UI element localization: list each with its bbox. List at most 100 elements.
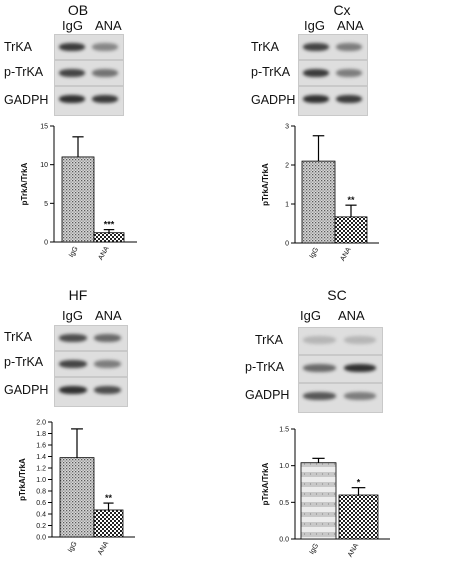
bar-igg — [61, 156, 95, 243]
western-blot-band — [344, 364, 376, 372]
y-tick-label: 0.6 — [36, 500, 46, 507]
blot-label-gadph: GADPH — [245, 388, 290, 402]
western-blot-band — [303, 69, 329, 77]
panel-sc: SC IgG ANA TrKA p-TrKA GADPH 0.0 0.5 1.0 1.… — [237, 282, 474, 564]
lane-label-igg: IgG — [62, 308, 83, 323]
y-axis-label: pTrkA/TrkA — [261, 462, 270, 505]
western-blot-band — [59, 334, 87, 342]
y-tick-label: 1.0 — [279, 463, 289, 470]
western-blot-band — [336, 69, 362, 77]
significance-label: *** — [104, 220, 115, 230]
y-tick-label: 5 — [44, 201, 48, 208]
western-blot-band — [303, 336, 336, 344]
western-blot-band — [59, 43, 85, 51]
blot-label-p-trka: p-TrKA — [4, 65, 44, 79]
bar-chart: 0 5 10 15 pTrkA/TrkA IgG *** ANA — [20, 124, 137, 261]
western-blot-gadph — [54, 86, 124, 116]
western-blot-band — [59, 386, 87, 394]
y-tick-label: 0.8 — [36, 489, 46, 496]
y-tick-label: 1.6 — [36, 443, 46, 450]
bar-ana — [93, 509, 124, 538]
western-blot-band — [94, 334, 121, 342]
y-tick-label: 2 — [285, 163, 289, 170]
y-tick-label: 0.2 — [36, 523, 46, 530]
lane-label-ana: ANA — [95, 308, 122, 323]
western-blot-band — [303, 95, 329, 103]
y-tick-label: 1 — [285, 202, 289, 209]
panel-ob: OB IgG ANA TrKA p-TrKA GADPH 0 5 10 15 pTrkA… — [0, 0, 237, 282]
blot-label-p-trka: p-TrKA — [4, 355, 44, 369]
bar-chart: 0 1 2 3 pTrkA/TrkA IgG ** ANA — [261, 124, 379, 262]
x-tick-label: IgG — [309, 247, 321, 260]
y-tick-label: 1.5 — [279, 427, 289, 434]
x-tick-label: IgG — [309, 543, 321, 556]
blot-label-trka: TrKA — [4, 40, 33, 54]
western-blot-band — [94, 360, 121, 368]
y-tick-label: 1.4 — [36, 454, 46, 461]
y-tick-label: 15 — [40, 124, 48, 131]
western-blot-band — [92, 95, 118, 103]
x-tick-label: ANA — [339, 246, 352, 262]
western-blot-band — [92, 43, 118, 51]
blot-label-gadph: GADPH — [4, 93, 49, 107]
x-tick-label: ANA — [97, 245, 110, 261]
western-blot-band — [336, 95, 362, 103]
panel-hf: HF IgG ANA TrKA p-TrKA GADPH 0.0 0.2 0.4 0.… — [0, 282, 237, 564]
y-axis-label: pTrkA/TrkA — [20, 162, 29, 205]
western-blot-band — [59, 95, 85, 103]
lane-label-igg: IgG — [300, 308, 321, 323]
blot-label-p-trka: p-TrKA — [245, 360, 285, 374]
panel-title: OB — [67, 2, 89, 18]
x-tick-label: ANA — [347, 542, 360, 558]
x-tick-label: ANA — [97, 540, 110, 556]
y-tick-label: 1.8 — [36, 431, 46, 438]
lane-label-ana: ANA — [338, 308, 365, 323]
bar-igg — [300, 462, 337, 540]
significance-label: ** — [105, 493, 113, 503]
western-blot-band — [303, 364, 336, 372]
y-tick-label: 0 — [285, 241, 289, 248]
panel-title: HF — [68, 287, 88, 303]
western-blot-p-trka — [298, 355, 383, 383]
significance-label: ** — [347, 195, 355, 205]
western-blot-band — [303, 43, 329, 51]
blot-label-gadph: GADPH — [251, 93, 296, 107]
blot-label-trka: TrKA — [251, 40, 280, 54]
bar-chart: 0.0 0.2 0.4 0.6 0.8 1.0 1.2 1.4 1.6 1.8 2.0 pTrkA/T… — [18, 420, 135, 556]
western-blot-band — [59, 360, 87, 368]
lane-label-igg: IgG — [304, 18, 325, 33]
y-tick-label: 1.2 — [36, 466, 46, 473]
western-blot-band — [336, 43, 362, 51]
western-blot-band — [344, 392, 376, 400]
y-tick-label: 0.4 — [36, 512, 46, 519]
lane-label-ana: ANA — [337, 18, 364, 33]
y-tick-label: 0.0 — [279, 537, 289, 544]
western-blot-band — [59, 69, 85, 77]
western-blot-trka — [54, 34, 124, 60]
western-blot-gadph — [298, 86, 368, 116]
blot-label-gadph: GADPH — [4, 383, 49, 397]
panel-title: Cx — [333, 2, 351, 18]
blot-label-p-trka: p-TrKA — [251, 65, 291, 79]
western-blot-band — [303, 392, 336, 400]
western-blot-gadph — [298, 383, 383, 413]
significance-label: * — [357, 478, 361, 488]
y-tick-label: 0 — [44, 240, 48, 247]
x-tick-label: IgG — [67, 541, 79, 554]
western-blot-band — [344, 336, 376, 344]
bar-chart: 0.0 0.5 1.0 1.5 pTrkA/TrkA IgG * ANA — [261, 427, 390, 558]
bar-ana — [338, 494, 379, 540]
western-blot-trka — [298, 327, 383, 355]
blot-label-trka: TrKA — [255, 333, 284, 347]
bar-igg — [59, 457, 95, 538]
bar-ana — [334, 216, 368, 244]
lane-label-ana: ANA — [95, 18, 122, 33]
lane-label-igg: IgG — [62, 18, 83, 33]
panel-title: SC — [327, 287, 347, 303]
western-blot-p-trka — [54, 60, 124, 86]
y-tick-label: 1.0 — [36, 477, 46, 484]
x-tick-label: IgG — [68, 246, 80, 259]
western-blot-band — [92, 69, 118, 77]
western-blot-trka — [54, 325, 128, 351]
bar-igg — [301, 160, 336, 244]
